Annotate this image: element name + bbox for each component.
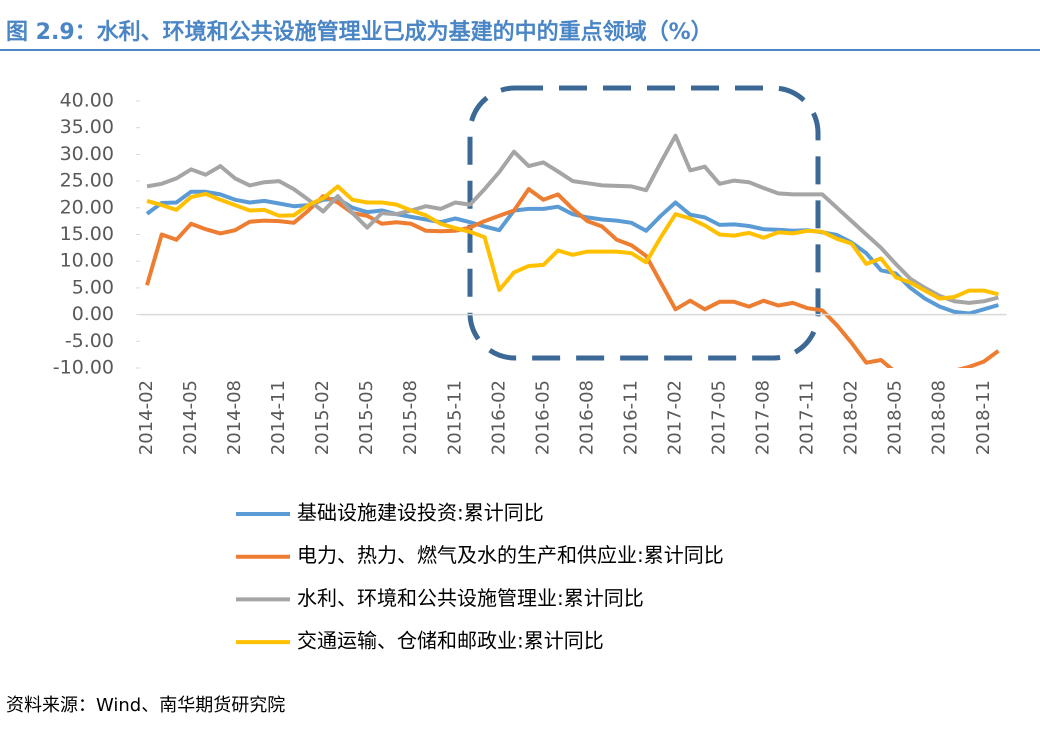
y-tick-label: 35.00 (60, 116, 114, 138)
x-tick-label: 2014-02 (136, 380, 157, 455)
x-tick-label: 2014-08 (224, 380, 245, 455)
x-tick-label: 2018-02 (841, 380, 862, 455)
x-tick-label: 2015-02 (312, 380, 333, 455)
chart-title: 图 2.9：水利、环境和公共设施管理业已成为基建的中的重点领域（%） (6, 19, 713, 45)
y-tick-label: -10.00 (53, 357, 114, 379)
y-tick-label: -5.00 (65, 330, 114, 352)
y-tick-label: 20.00 (60, 196, 114, 218)
x-tick-label: 2014-11 (268, 380, 289, 455)
x-tick-label: 2014-05 (180, 380, 201, 455)
y-tick-label: 15.00 (60, 223, 114, 245)
series-line (146, 133, 999, 305)
y-tick-label: 10.00 (60, 250, 114, 272)
x-tick-label: 2016-08 (576, 380, 597, 455)
x-tick-label: 2015-05 (356, 380, 377, 455)
legend-label: 基础设施建设投资:累计同比 (297, 501, 544, 525)
x-tick-label: 2015-11 (444, 380, 465, 455)
y-tick-label: 0.00 (72, 303, 114, 325)
legend-label: 交通运输、仓储和邮政业:累计同比 (297, 629, 604, 653)
x-tick-label: 2017-05 (709, 380, 730, 455)
y-tick-label: 5.00 (72, 276, 114, 298)
x-tick-label: 2018-11 (973, 380, 994, 455)
x-tick-label: 2016-11 (620, 380, 641, 455)
highlight-box (467, 85, 821, 361)
source-note: 资料来源：Wind、南华期货研究院 (6, 695, 285, 716)
y-tick-label: 30.00 (60, 143, 114, 165)
x-tick-label: 2017-02 (664, 380, 685, 455)
legend-label: 水利、环境和公共设施管理业:累计同比 (297, 586, 644, 610)
y-tick-label: 40.00 (60, 90, 114, 112)
y-tick-label: 25.00 (60, 170, 114, 192)
x-tick-label: 2018-08 (929, 380, 950, 455)
x-tick-label: 2016-02 (488, 380, 509, 455)
series-line (146, 184, 999, 301)
plot-area (145, 133, 1000, 368)
x-tick-label: 2016-05 (532, 380, 553, 455)
x-tick-label: 2018-05 (885, 380, 906, 455)
series-line (145, 187, 1000, 368)
legend-label: 电力、热力、燃气及水的生产和供应业:累计同比 (297, 543, 724, 567)
x-tick-label: 2015-08 (400, 380, 421, 455)
x-tick-label: 2017-08 (753, 380, 774, 455)
x-tick-label: 2017-11 (797, 380, 818, 455)
series-line (145, 189, 999, 316)
